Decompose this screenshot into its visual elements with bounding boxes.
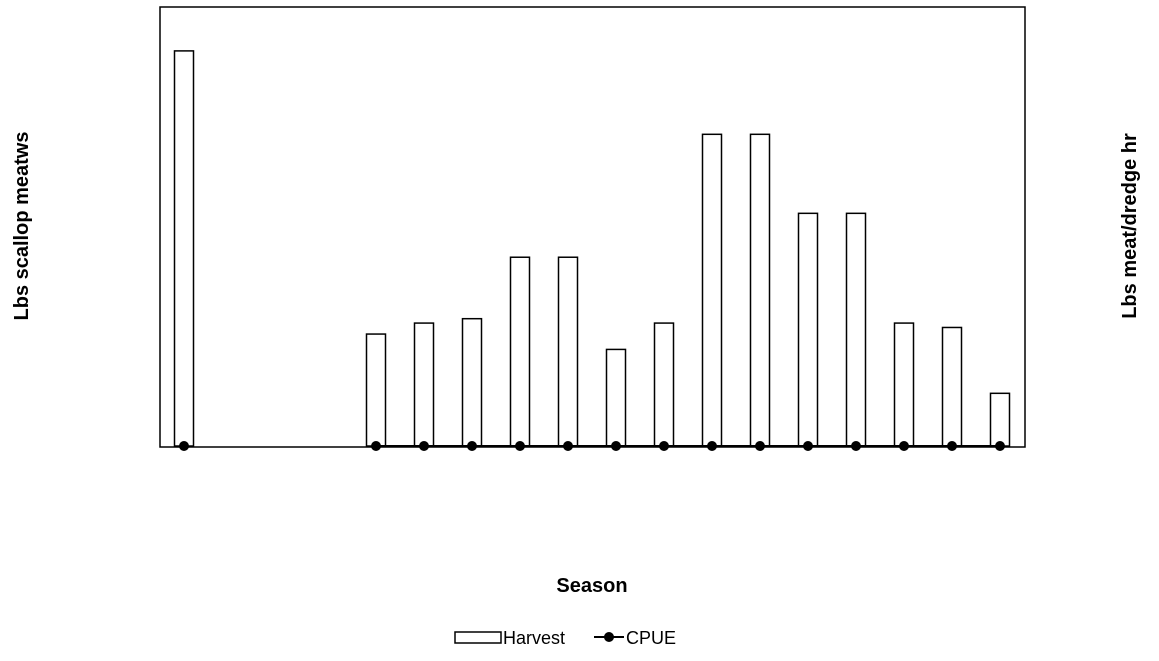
cpue-point [803, 441, 813, 451]
cpue-point [419, 441, 429, 451]
harvest-bar [845, 212, 867, 447]
legend-harvest-label: Harvest [503, 628, 565, 648]
cpue-point [515, 441, 525, 451]
cpue-point [371, 441, 381, 451]
harvest-bar [797, 212, 819, 447]
cpue-point [467, 441, 477, 451]
harvest-bar [365, 333, 387, 447]
cpue-point [995, 441, 1005, 451]
cpue-point [707, 441, 717, 451]
cpue-line-group [179, 441, 1005, 451]
legend: Harvest CPUE [454, 628, 676, 648]
cpue-point [899, 441, 909, 451]
cpue-point [563, 441, 573, 451]
cpue-point [659, 441, 669, 451]
harvest-bar [989, 392, 1011, 447]
harvest-bar [701, 133, 723, 447]
harvest-bar [605, 348, 627, 447]
x-axis-title: Season [556, 575, 627, 597]
harvest-bar [653, 322, 675, 447]
cpue-point [611, 441, 621, 451]
legend-harvest-swatch [454, 631, 502, 644]
cpue-point [851, 441, 861, 451]
cpue-point [947, 441, 957, 451]
legend-cpue-marker [604, 632, 614, 642]
harvest-bar [461, 317, 483, 447]
harvest-bar [173, 50, 195, 447]
cpue-point [179, 441, 189, 451]
harvest-bar [941, 326, 963, 447]
harvest-bars [173, 50, 1011, 447]
harvest-bar [893, 322, 915, 447]
harvest-bar [509, 256, 531, 447]
y2-axis-title: Lbs meat/dredge hr [1119, 133, 1141, 319]
harvest-bar [557, 256, 579, 447]
harvest-bar [749, 133, 771, 447]
y-axis-title: Lbs scallop meatws [11, 132, 33, 321]
plot-area [159, 6, 1026, 448]
harvest-bar [413, 322, 435, 447]
legend-cpue-label: CPUE [626, 628, 676, 648]
cpue-point [755, 441, 765, 451]
